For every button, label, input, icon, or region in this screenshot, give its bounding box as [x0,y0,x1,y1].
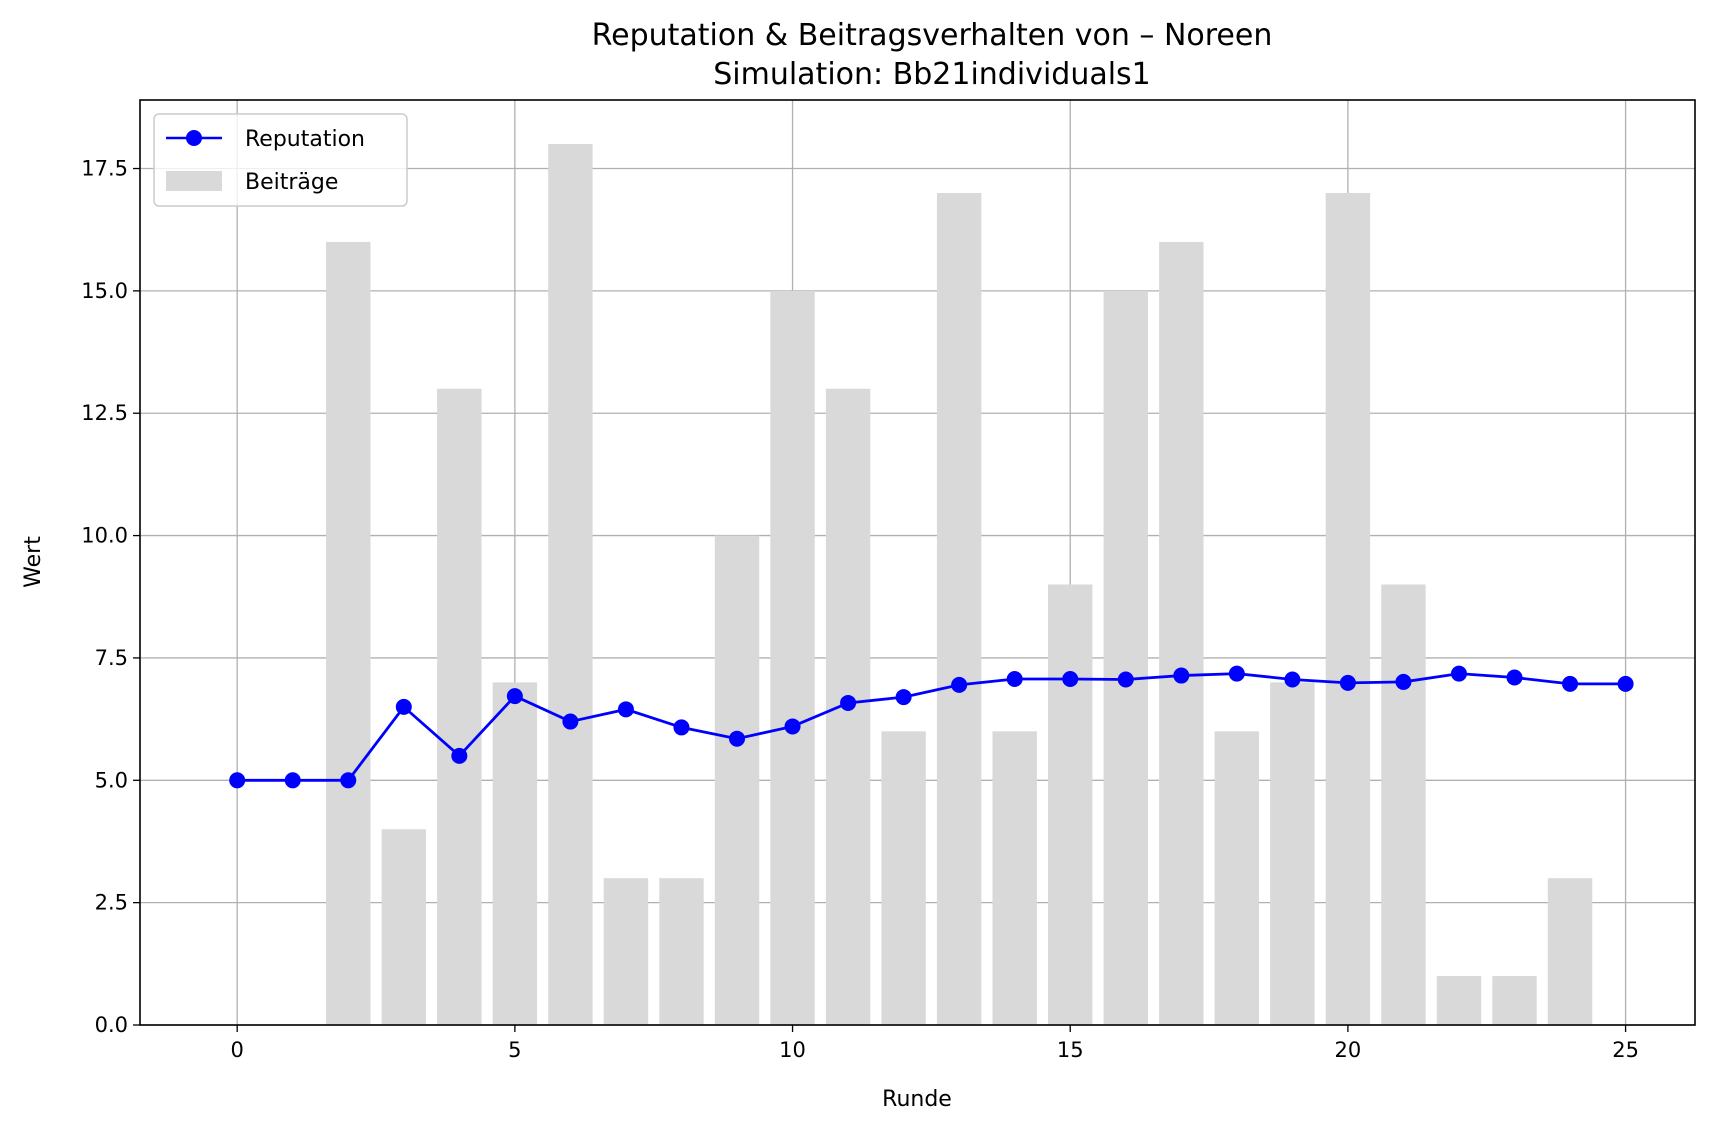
x-tick-label: 15 [1057,1038,1084,1062]
reputation-point [395,698,412,715]
legend-swatch-beitraege [166,171,222,191]
reputation-point [673,719,690,736]
reputation-point [1173,667,1190,684]
bar-beitraege [1048,584,1093,1025]
x-axis-label: Runde [882,1087,952,1112]
reputation-point [1506,669,1523,686]
bars-beitraege [326,144,1593,1026]
bar-beitraege [881,731,926,1025]
reputation-point [895,689,912,706]
reputation-point [1450,665,1467,682]
y-axis-label: Wert [21,536,46,588]
x-tick-label: 0 [231,1038,244,1062]
reputation-point [1284,671,1301,688]
chart-subtitle: Simulation: Bb21individuals1 [713,57,1151,92]
reputation-point [562,713,579,730]
reputation-point [784,718,801,735]
bar-beitraege [659,878,704,1025]
bar-beitraege [1159,241,1204,1025]
bar-beitraege [1103,290,1148,1025]
y-tick-label: 10.0 [81,524,128,548]
y-tick-label: 15.0 [81,279,128,303]
x-tick-label: 25 [1612,1038,1639,1062]
bar-beitraege [381,829,427,1025]
legend-label-reputation: Reputation [245,127,365,152]
bar-beitraege [1436,976,1482,1025]
reputation-point [1117,671,1134,688]
reputation-point [1617,675,1634,692]
bar-beitraege [326,241,371,1025]
y-tick-label: 2.5 [95,891,128,915]
bar-beitraege [492,682,538,1025]
plot-frame [139,99,1696,1026]
reputation-point [951,676,968,693]
bar-beitraege [714,535,760,1025]
bar-beitraege [1492,976,1537,1025]
bar-beitraege [603,878,649,1025]
y-tick-label: 7.5 [95,646,128,670]
reputation-point [1062,670,1079,687]
axis-ticks: 0 5 10 15 20 25 0.0 2.5 5.0 7.5 10.0 12.5 15.0 17.5 [81,157,1639,1062]
bar-beitraege [770,290,815,1025]
legend-label-beitraege: Beiträge [245,170,338,195]
y-tick-label: 12.5 [81,401,128,425]
reputation-point [506,688,523,705]
y-tick-label: 0.0 [95,1013,128,1037]
bar-beitraege [1381,584,1426,1025]
reputation-point [229,772,246,789]
reputation-point [451,747,468,764]
line-reputation [229,665,1634,789]
reputation-point [840,694,857,711]
bar-beitraege [437,388,482,1026]
x-tick-label: 20 [1335,1038,1362,1062]
reputation-line [237,672,1626,782]
reputation-point [284,772,301,789]
bar-beitraege [1547,878,1593,1025]
legend: Reputation Beiträge [153,113,408,207]
chart-title: Reputation & Beitragsverhalten von – Nor… [592,18,1273,53]
reputation-point [1228,665,1245,682]
legend-marker-reputation [186,130,202,146]
reputation-point [340,772,357,789]
bar-beitraege [1214,731,1260,1025]
reputation-point [1562,675,1579,692]
y-tick-label: 17.5 [81,157,128,181]
reputation-point [617,701,634,718]
reputation-point [1006,670,1023,687]
y-tick-label: 5.0 [95,768,128,792]
bar-beitraege [992,731,1037,1025]
bar-beitraege [548,144,593,1026]
bar-beitraege [1270,682,1315,1025]
reputation-point [729,730,746,747]
x-tick-label: 5 [508,1038,521,1062]
reputation-point [1395,673,1412,690]
bar-beitraege [1325,192,1371,1026]
reputation-point [1339,674,1356,691]
bar-beitraege [936,192,982,1026]
x-tick-label: 10 [779,1038,806,1062]
